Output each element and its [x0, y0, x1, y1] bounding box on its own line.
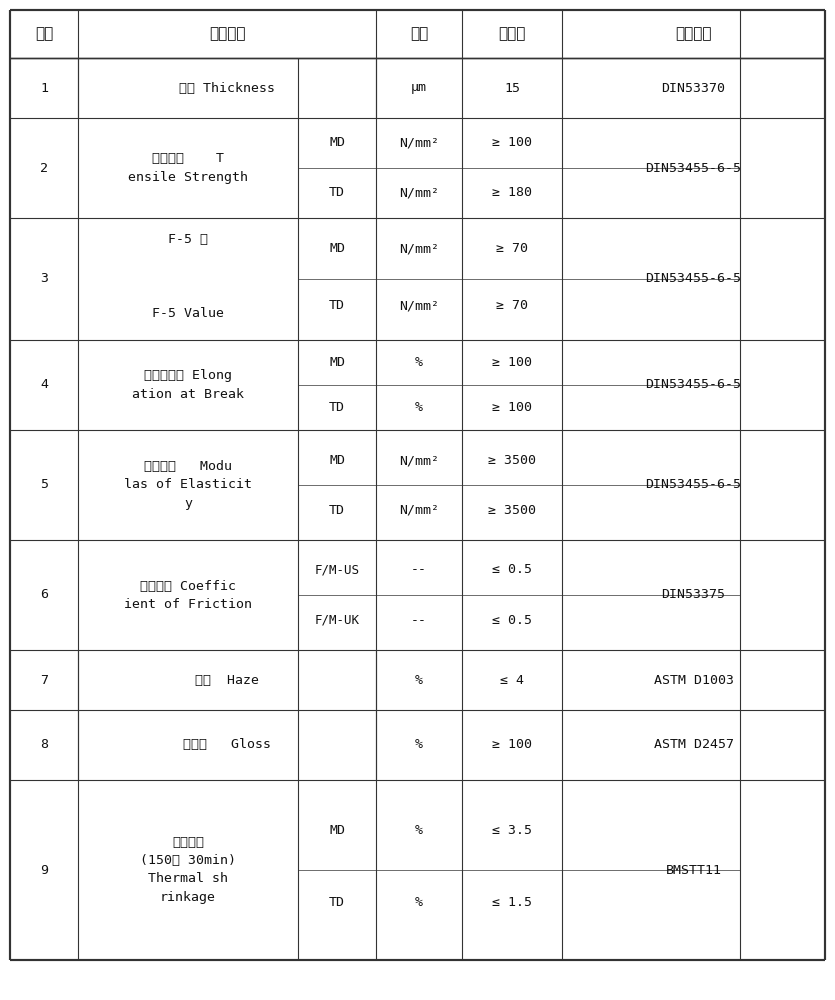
Text: F-5 Value: F-5 Value	[152, 307, 224, 320]
Text: 测试项目: 测试项目	[209, 26, 245, 41]
Text: ASTM D2457: ASTM D2457	[654, 738, 733, 752]
Text: ≥ 100: ≥ 100	[492, 356, 532, 369]
Text: 雾度  Haze: 雾度 Haze	[195, 674, 259, 686]
Text: BMSTT11: BMSTT11	[665, 863, 721, 876]
Text: MD: MD	[329, 454, 345, 467]
Text: TD: TD	[329, 186, 345, 200]
Text: --: --	[411, 614, 427, 627]
Text: 断裂伸长率 Elong
ation at Break: 断裂伸长率 Elong ation at Break	[132, 369, 244, 400]
Text: ≥ 180: ≥ 180	[492, 186, 532, 200]
Text: 单位: 单位	[410, 26, 428, 41]
Text: ASTM D1003: ASTM D1003	[654, 674, 733, 686]
Bar	[297, 11, 375, 57]
Text: ≥ 70: ≥ 70	[496, 299, 528, 312]
Text: 1: 1	[40, 82, 48, 95]
Text: ≤ 0.5: ≤ 0.5	[492, 614, 532, 627]
Text: %: %	[415, 738, 423, 752]
Text: TD: TD	[329, 401, 345, 414]
Text: ≥ 3500: ≥ 3500	[488, 504, 536, 517]
Text: DIN53455-6-5: DIN53455-6-5	[645, 161, 741, 174]
Bar	[297, 651, 375, 709]
Text: 摩擦系数 Coeffic
ient of Friction: 摩擦系数 Coeffic ient of Friction	[124, 580, 252, 610]
Text: N/mm²: N/mm²	[399, 136, 439, 149]
Text: MD: MD	[329, 824, 345, 837]
Text: 6: 6	[40, 588, 48, 601]
Text: 热收缩率
(150℃ 30min)
Thermal sh
rinkage: 热收缩率 (150℃ 30min) Thermal sh rinkage	[140, 836, 236, 904]
Text: 弹性模量   Modu
las of Elasticit
y: 弹性模量 Modu las of Elasticit y	[124, 460, 252, 510]
Text: N/mm²: N/mm²	[399, 504, 439, 517]
Text: DIN53455-6-5: DIN53455-6-5	[645, 378, 741, 391]
Text: F/M-US: F/M-US	[315, 563, 360, 576]
Text: MD: MD	[329, 136, 345, 149]
Text: 抗拉强度    T
ensile Strength: 抗拉强度 T ensile Strength	[128, 152, 248, 184]
Text: %: %	[415, 824, 423, 837]
Text: ≥ 100: ≥ 100	[492, 401, 532, 414]
Text: 7: 7	[40, 674, 48, 686]
Text: ≥ 100: ≥ 100	[492, 136, 532, 149]
Text: ≤ 1.5: ≤ 1.5	[492, 896, 532, 909]
Text: %: %	[415, 401, 423, 414]
Text: F-5 値: F-5 値	[168, 233, 208, 246]
Text: %: %	[415, 356, 423, 369]
Text: ≤ 0.5: ≤ 0.5	[492, 563, 532, 576]
Text: ≤ 4: ≤ 4	[500, 674, 524, 686]
Text: MD: MD	[329, 242, 345, 255]
Text: N/mm²: N/mm²	[399, 186, 439, 200]
Text: 15: 15	[504, 82, 520, 95]
Text: --: --	[411, 563, 427, 576]
Text: TD: TD	[329, 299, 345, 312]
Text: μm: μm	[411, 82, 427, 95]
Text: ≥ 3500: ≥ 3500	[488, 454, 536, 467]
Text: TD: TD	[329, 504, 345, 517]
Text: N/mm²: N/mm²	[399, 299, 439, 312]
Text: 光泽度   Gloss: 光泽度 Gloss	[183, 738, 271, 752]
Bar	[297, 711, 375, 779]
Text: DIN53370: DIN53370	[661, 82, 726, 95]
Text: ≥ 70: ≥ 70	[496, 242, 528, 255]
Text: 平均值: 平均值	[498, 26, 526, 41]
Text: DIN53455-6-5: DIN53455-6-5	[645, 479, 741, 491]
Text: N/mm²: N/mm²	[399, 242, 439, 255]
Text: 4: 4	[40, 378, 48, 391]
Text: MD: MD	[329, 356, 345, 369]
Text: ≥ 100: ≥ 100	[492, 738, 532, 752]
Text: 测试方法: 测试方法	[676, 26, 711, 41]
Text: 5: 5	[40, 479, 48, 491]
Text: %: %	[415, 896, 423, 909]
Text: 序号: 序号	[35, 26, 53, 41]
Text: DIN53375: DIN53375	[661, 588, 726, 601]
Text: 厚度 Thickness: 厚度 Thickness	[179, 82, 275, 95]
Text: N/mm²: N/mm²	[399, 454, 439, 467]
Text: ≤ 3.5: ≤ 3.5	[492, 824, 532, 837]
Text: TD: TD	[329, 896, 345, 909]
Text: %: %	[415, 674, 423, 686]
Text: F/M-UK: F/M-UK	[315, 614, 360, 627]
Text: DIN53455-6-5: DIN53455-6-5	[645, 272, 741, 286]
Text: 9: 9	[40, 863, 48, 876]
Text: 2: 2	[40, 161, 48, 174]
Text: 8: 8	[40, 738, 48, 752]
Bar	[297, 59, 375, 117]
Text: 3: 3	[40, 272, 48, 286]
